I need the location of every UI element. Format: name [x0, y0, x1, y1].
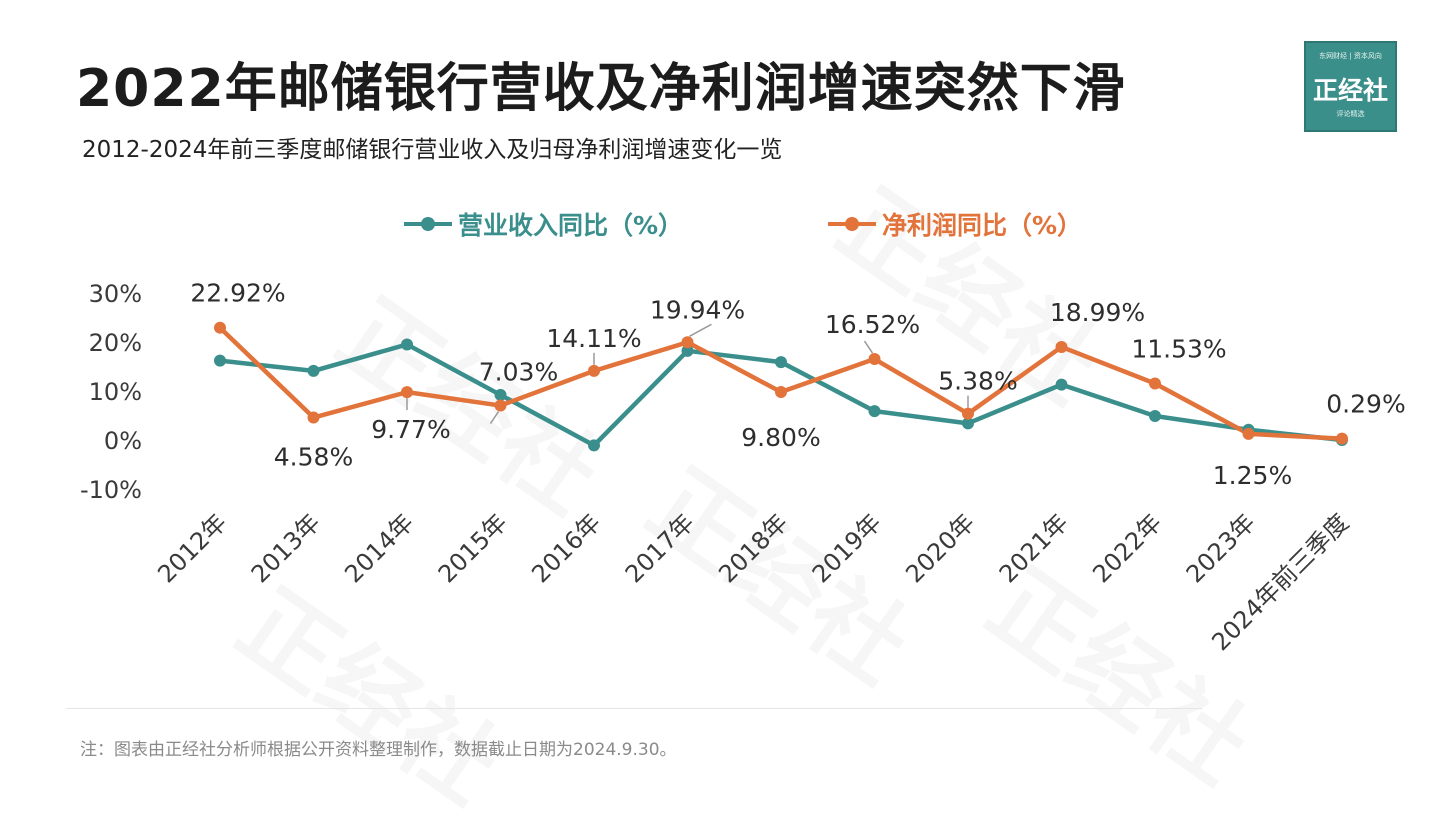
x-tick-label: 2022年: [1087, 508, 1167, 588]
profit-point: [1055, 340, 1068, 353]
profit-data-label: 11.53%: [1131, 335, 1226, 364]
x-tick-label: 2012年: [152, 508, 232, 588]
revenue-point: [1055, 378, 1068, 391]
revenue-point: [868, 405, 881, 418]
x-tick-label: 2016年: [526, 508, 606, 588]
y-tick-label: 10%: [89, 378, 142, 406]
chart-legend: 营业收入同比（%） 净利润同比（%）: [0, 206, 1442, 246]
y-tick-label: -10%: [80, 476, 142, 504]
profit-data-label: 22.92%: [190, 279, 285, 308]
y-tick-label: 30%: [89, 280, 142, 308]
legend-swatch-revenue: [404, 217, 452, 231]
profit-point: [401, 386, 413, 399]
footer-note: 注：图表由正经社分析师根据公开资料整理制作，数据截止日期为2024.9.30。: [80, 740, 677, 760]
x-tick-label: 2017年: [620, 508, 700, 588]
profit-point: [962, 407, 974, 420]
profit-point: [307, 411, 320, 424]
logo-bottom-text: 评论精选: [1336, 110, 1365, 118]
logo-mark: 正经社: [1312, 76, 1388, 105]
profit-point: [214, 321, 226, 334]
profit-data-label: 14.11%: [546, 324, 641, 353]
label-leaders: [406, 323, 969, 424]
profit-data-label: 0.29%: [1326, 390, 1405, 419]
revenue-point: [962, 417, 974, 430]
x-tick-label: 2020年: [900, 508, 980, 588]
label-leader: [689, 323, 712, 337]
profit-data-label: 5.38%: [938, 367, 1017, 396]
legend-label-revenue: 营业收入同比（%）: [458, 211, 684, 240]
profit-data-label: 9.77%: [371, 415, 450, 444]
profit-point: [775, 385, 787, 398]
y-axis: 30% 20% 10% 0% -10%: [80, 280, 142, 504]
label-leader: [489, 411, 500, 424]
x-tick-label: 2015年: [433, 508, 513, 588]
profit-point: [1149, 377, 1161, 390]
logo-top-text: 东网财经 | 资本风向: [1319, 52, 1382, 60]
y-tick-label: 0%: [104, 427, 142, 455]
revenue-point: [214, 354, 226, 367]
legend-item-profit[interactable]: 净利润同比（%）: [828, 206, 1082, 242]
revenue-point: [494, 388, 507, 401]
profit-data-label: 9.80%: [741, 423, 820, 452]
revenue-point: [1149, 409, 1161, 422]
x-axis: 2012年 2013年 2014年 2015年 2016年 2017年 2018年 2019年…: [152, 508, 1354, 656]
profit-data-label: 4.58%: [274, 443, 353, 472]
series-points: [214, 321, 1348, 452]
line-chart: 30% 20% 10% 0% -10% 2012年 2013年 2014年 2015年 2016…: [80, 279, 1406, 657]
profit-point: [868, 353, 881, 366]
revenue-point: [588, 439, 600, 452]
legend-item-revenue[interactable]: 营业收入同比（%）: [404, 206, 683, 242]
profit-data-label: 7.03%: [479, 358, 558, 387]
profit-data-label: 1.25%: [1213, 461, 1292, 490]
profit-data-label: 16.52%: [825, 310, 920, 339]
profit-point: [1242, 427, 1255, 440]
x-tick-label: 2019年: [807, 508, 887, 588]
revenue-point: [401, 338, 413, 351]
profit-point: [588, 364, 600, 377]
profit-point: [1336, 432, 1348, 445]
page-subtitle: 2012-2024年前三季度邮储银行营业收入及归母净利润增速变化一览: [82, 137, 783, 163]
legend-swatch-profit: [828, 217, 876, 231]
legend-label-profit: 净利润同比（%）: [882, 211, 1083, 240]
x-tick-label: 2018年: [713, 508, 793, 588]
x-tick-label: 2023年: [1181, 508, 1261, 588]
data-labels: 22.92% 4.58% 9.77% 7.03% 14.11% 19.94% 9.80% 16…: [190, 279, 1405, 490]
revenue-point: [681, 344, 694, 357]
page-title: 2022年邮储银行营收及净利润增速突然下滑: [76, 59, 1126, 119]
revenue-point: [307, 364, 320, 377]
profit-point: [681, 336, 694, 349]
profit-point: [494, 399, 507, 412]
label-leader: [863, 340, 874, 354]
profit-data-label: 18.99%: [1050, 298, 1145, 327]
x-tick-label: 2014年: [339, 508, 419, 588]
x-tick-label: 2013年: [246, 508, 326, 588]
footer-divider: [66, 708, 1202, 709]
profit-data-label: 19.94%: [650, 295, 745, 324]
x-tick-label: 2021年: [994, 508, 1074, 588]
revenue-point: [775, 356, 787, 369]
y-tick-label: 20%: [89, 329, 142, 357]
brand-logo: 东网财经 | 资本风向 正经社 评论精选: [1304, 41, 1397, 132]
